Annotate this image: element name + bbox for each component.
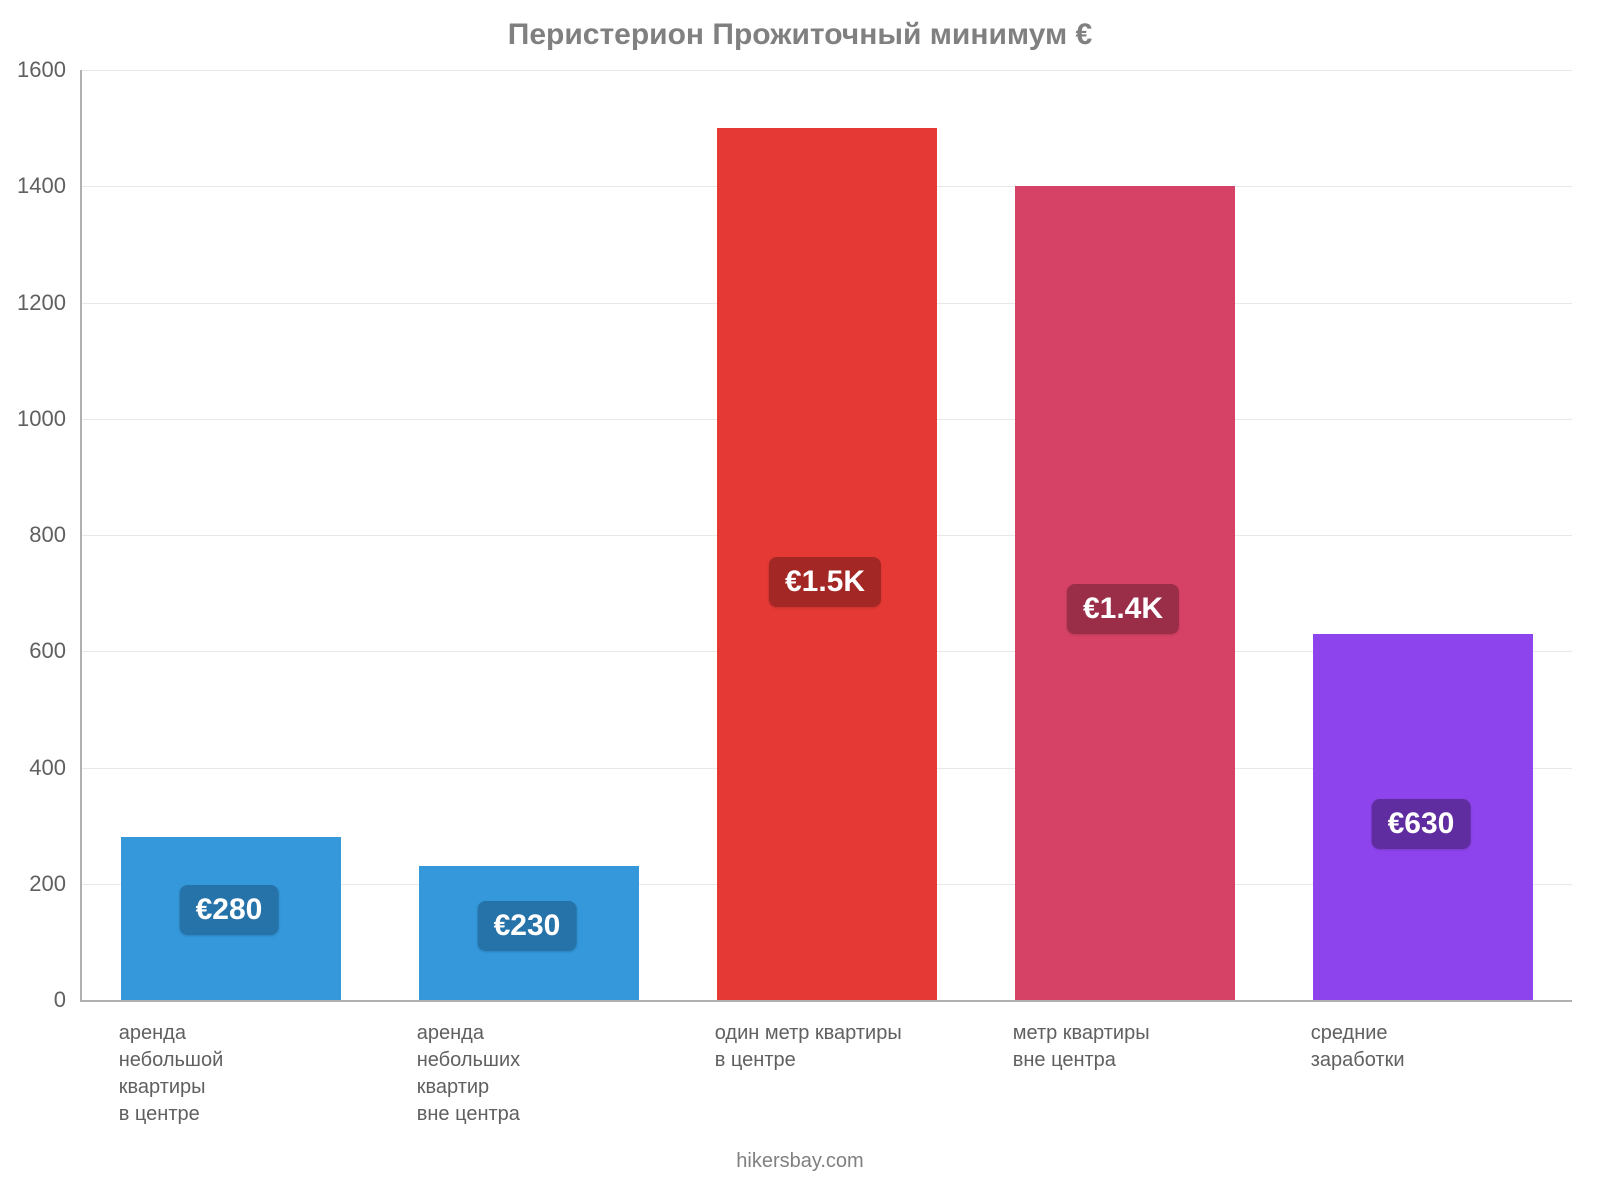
chart-footer: hikersbay.com [0,1150,1600,1173]
ytick-label: 800 [0,522,66,548]
ytick-label: 600 [0,638,66,664]
ytick-label: 400 [0,755,66,781]
xtick-label: метр квартирывне центра [1013,1020,1254,1074]
xtick-label: аренданебольшойквартирыв центре [119,1020,360,1128]
ytick-label: 1200 [0,290,66,316]
xtick-label: один метр квартирыв центре [715,1020,956,1074]
ytick-label: 1600 [0,57,66,83]
chart-container: Перистерион Прожиточный минимум € hikers… [0,0,1600,1200]
xtick-label: средниезаработки [1311,1020,1552,1074]
value-label: €1.4K [1067,584,1179,634]
chart-title: Перистерион Прожиточный минимум € [0,18,1600,52]
value-label: €230 [478,901,577,951]
value-label: €630 [1372,799,1471,849]
ytick-label: 1400 [0,173,66,199]
value-label: €1.5K [769,557,881,607]
ytick-label: 200 [0,871,66,897]
plot-area [80,70,1572,1002]
value-label: €280 [180,885,279,935]
ytick-label: 0 [0,987,66,1013]
ytick-label: 1000 [0,406,66,432]
xtick-label: аренданебольшихквартирвне центра [417,1020,658,1128]
gridline [82,70,1572,71]
